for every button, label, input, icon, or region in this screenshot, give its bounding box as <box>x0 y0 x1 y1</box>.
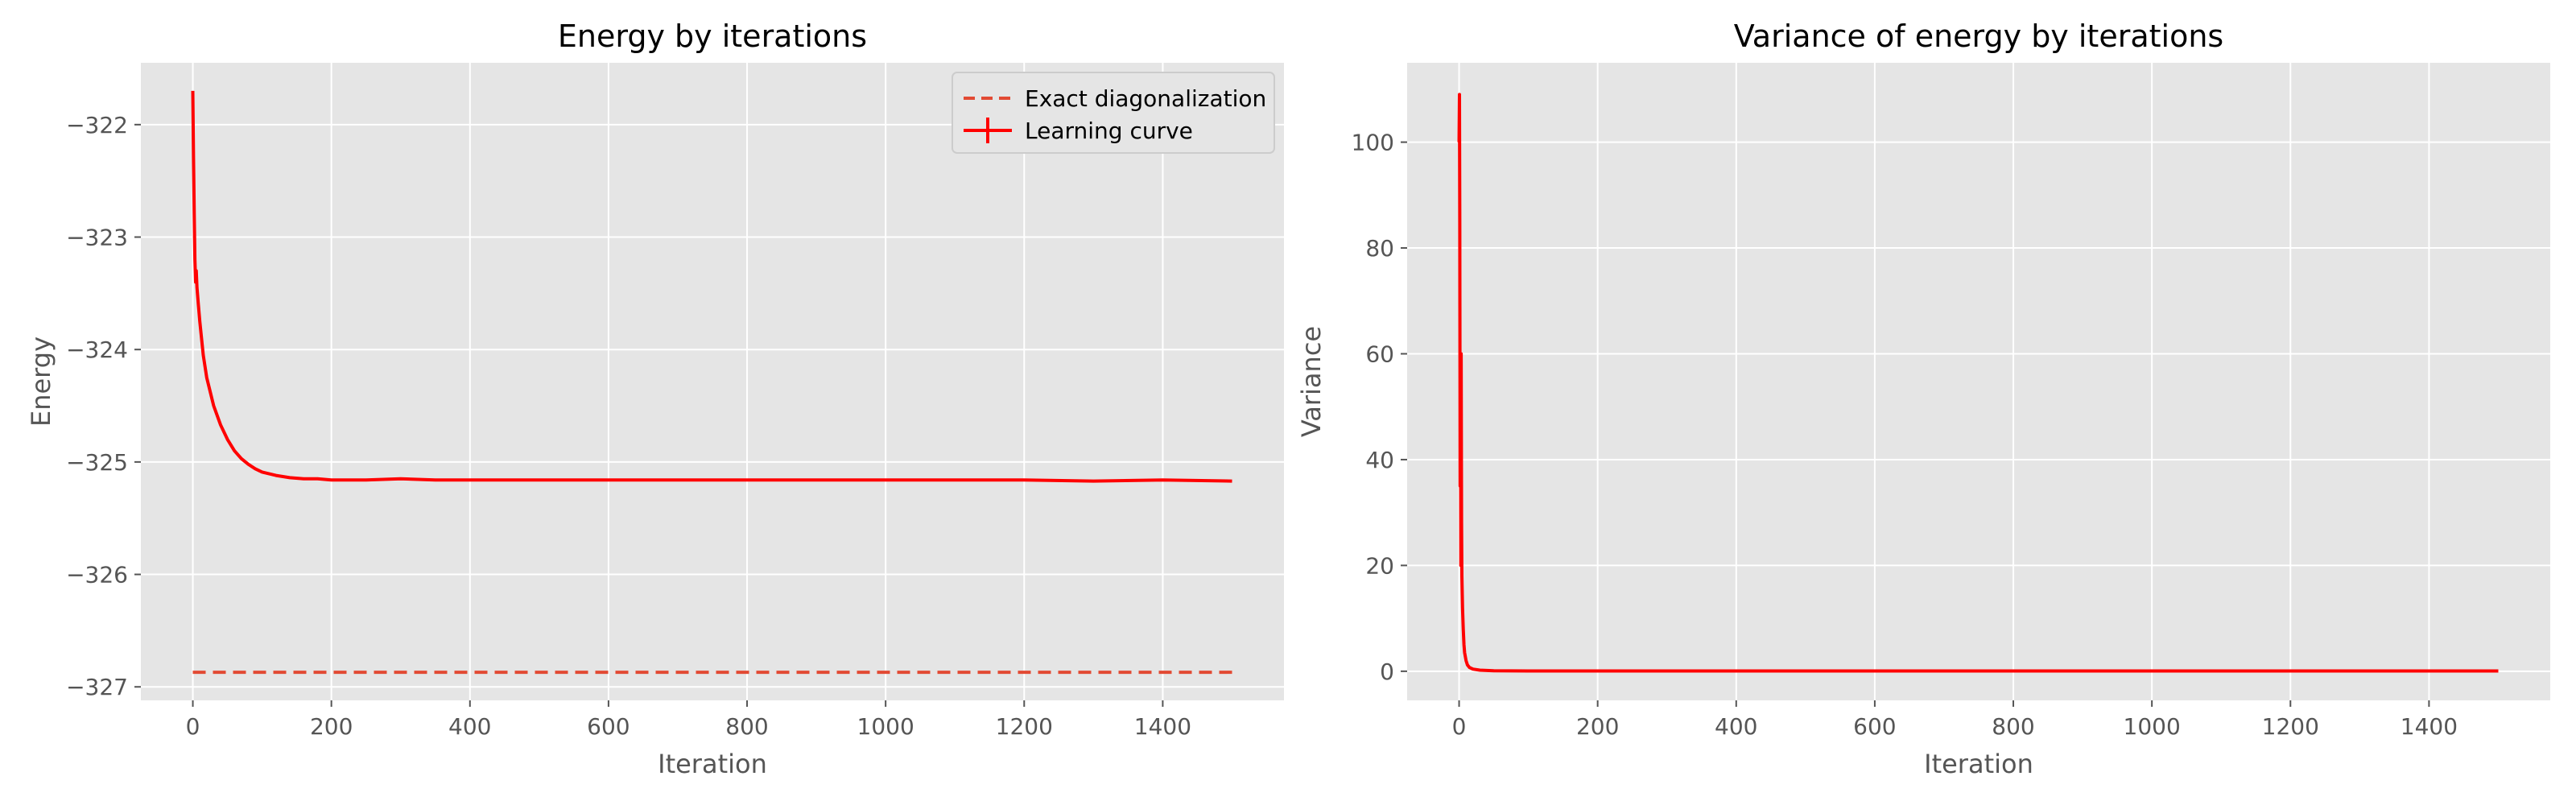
x-tick-label: 1200 <box>996 713 1053 740</box>
variance-axes-background <box>1407 63 2550 700</box>
energy-chart-title: Energy by iterations <box>558 19 867 54</box>
y-tick-label: −323 <box>66 225 128 251</box>
y-tick-label: 20 <box>1365 552 1394 579</box>
energy-x-axis-label: Iteration <box>658 749 767 779</box>
x-tick-label: 800 <box>725 713 768 740</box>
y-tick-label: −327 <box>66 674 128 700</box>
energy-series <box>191 90 1232 675</box>
y-tick-label: −326 <box>66 562 128 588</box>
y-tick-label: 100 <box>1352 130 1394 156</box>
energy-legend: Exact diagonalization Learning curve <box>952 72 1275 154</box>
x-tick-label: 200 <box>310 713 353 740</box>
y-tick-label: −324 <box>66 336 128 363</box>
energy-axes-background <box>141 63 1284 700</box>
x-tick-label: 1400 <box>1134 713 1191 740</box>
energy-grid <box>141 63 1284 700</box>
variance-chart-title: Variance of energy by iterations <box>1734 19 2223 54</box>
variance-chart: 0 200 400 600 800 1000 1200 1400 0 20 40 60 80 100 Va… <box>1296 19 2550 779</box>
x-tick-label: 0 <box>186 713 200 740</box>
x-tick-label: 600 <box>587 713 630 740</box>
variance-ticks: 0 200 400 600 800 1000 1200 1400 0 20 40 60 80 100 <box>1352 130 2458 740</box>
y-tick-label: 0 <box>1380 658 1394 685</box>
x-tick-label: 1000 <box>857 713 914 740</box>
energy-chart: 0 200 400 600 800 1000 1200 1400 −327 −326 −325 −32… <box>26 19 1284 779</box>
learning-curve-line <box>191 90 1232 483</box>
x-tick-label: 1400 <box>2401 713 2458 740</box>
x-tick-label: 400 <box>1715 713 1757 740</box>
y-tick-label: 40 <box>1365 447 1394 473</box>
variance-line <box>1457 93 2499 673</box>
x-tick-label: 800 <box>1992 713 2034 740</box>
variance-y-axis-label: Variance <box>1296 326 1327 437</box>
legend-label-exact-diagonalization: Exact diagonalization <box>1025 85 1266 112</box>
energy-ticks: 0 200 400 600 800 1000 1200 1400 −327 −326 −325 −32… <box>66 112 1191 740</box>
x-tick-label: 200 <box>1576 713 1619 740</box>
legend-box <box>952 72 1275 154</box>
x-tick-label: 400 <box>448 713 491 740</box>
energy-y-axis-label: Energy <box>26 336 56 427</box>
legend-label-learning-curve: Learning curve <box>1025 118 1193 144</box>
x-tick-label: 600 <box>1853 713 1896 740</box>
y-tick-label: 80 <box>1365 235 1394 262</box>
x-tick-label: 1200 <box>2262 713 2319 740</box>
x-tick-label: 1000 <box>2124 713 2181 740</box>
y-tick-label: −325 <box>66 449 128 476</box>
y-tick-label: −322 <box>66 112 128 138</box>
variance-series <box>1457 93 2499 673</box>
x-tick-label: 0 <box>1452 713 1467 740</box>
variance-x-axis-label: Iteration <box>1924 749 2033 779</box>
y-tick-label: 60 <box>1365 341 1394 367</box>
